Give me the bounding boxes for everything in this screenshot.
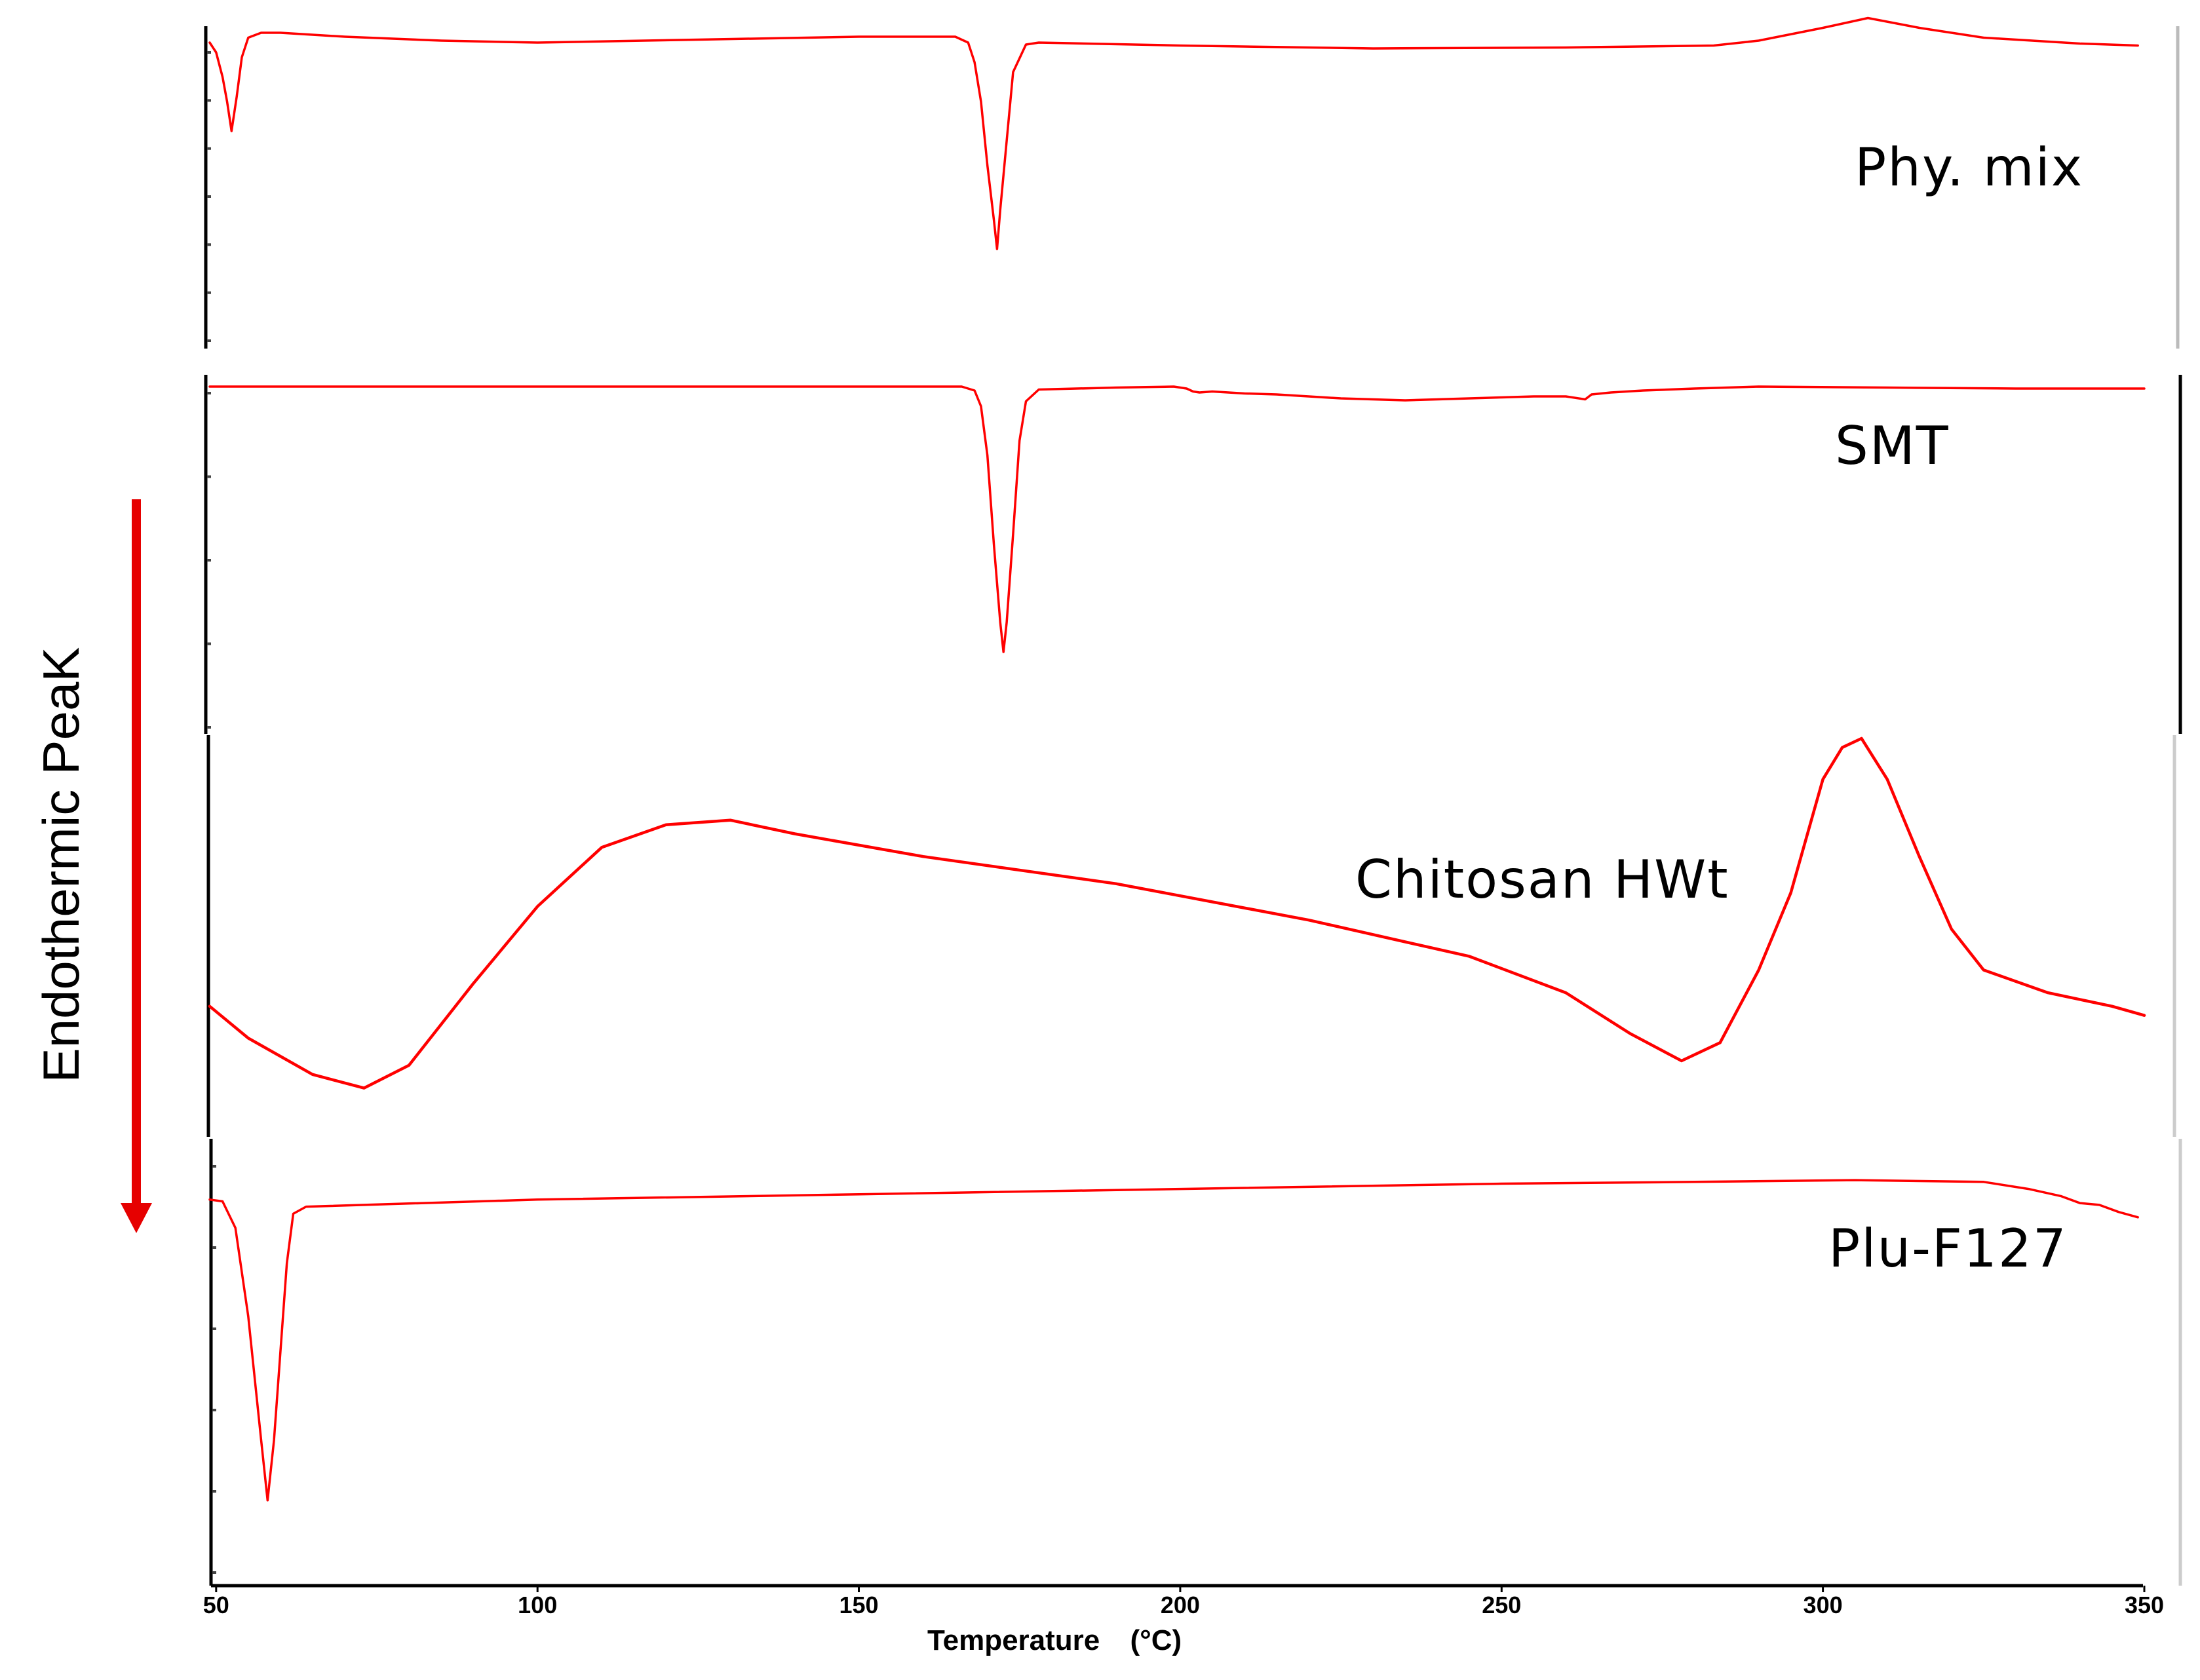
- series-label-phy-mix: Phy. mix: [1855, 137, 2083, 198]
- series-labels: Phy. mix SMT Chitosan HWt Plu-F127: [1355, 137, 2083, 1279]
- series-label-chitosan-hwt: Chitosan HWt: [1355, 849, 1729, 910]
- x-tick-label-150: 150: [839, 1592, 878, 1618]
- x-tick-label-350: 350: [2125, 1592, 2164, 1618]
- panel-frame: [204, 26, 2182, 1588]
- trace-chitosan-hwt: [208, 736, 2146, 1090]
- trace-phy-mix: [208, 16, 2139, 250]
- series-label-plu-f127: Plu-F127: [1828, 1218, 2068, 1279]
- trace-smt: [208, 385, 2146, 653]
- endothermic-arrow-head: [121, 1203, 152, 1233]
- x-axis-title: Temperature (°C): [927, 1624, 1182, 1656]
- dsc-traces: [208, 16, 2146, 1502]
- x-axis-title-text: Temperature: [927, 1624, 1100, 1656]
- x-tick-label-100: 100: [518, 1592, 557, 1618]
- x-tick-label-50: 50: [203, 1592, 229, 1618]
- endothermic-indicator: Endothermic PeaK: [32, 499, 152, 1233]
- minor-tick-marks: [207, 51, 216, 1574]
- x-axis-title-unit: (°C): [1130, 1624, 1182, 1656]
- x-tick-label-250: 250: [1482, 1592, 1521, 1618]
- series-label-smt: SMT: [1835, 415, 1950, 476]
- x-tick-label-300: 300: [1804, 1592, 1843, 1618]
- y-axis-title: Endothermic PeaK: [32, 647, 90, 1083]
- x-axis-tick-labels: 50 100 150 200 250 300 350: [203, 1586, 2164, 1618]
- x-tick-label-200: 200: [1161, 1592, 1200, 1618]
- trace-plu-f127: [208, 1179, 2139, 1502]
